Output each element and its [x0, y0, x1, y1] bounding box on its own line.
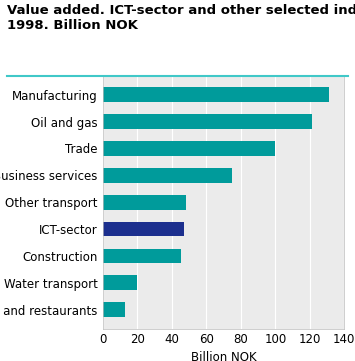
Bar — [103, 302, 125, 317]
Bar — [103, 141, 275, 156]
Bar — [103, 222, 184, 236]
Bar — [103, 248, 181, 263]
Bar — [103, 275, 137, 290]
Text: Value added. ICT-sector and other selected industries.
1998. Billion NOK: Value added. ICT-sector and other select… — [7, 4, 355, 32]
Bar — [103, 87, 329, 102]
Bar — [103, 168, 232, 183]
Bar — [103, 114, 312, 129]
X-axis label: Billion NOK: Billion NOK — [191, 351, 256, 361]
Bar — [103, 195, 186, 209]
